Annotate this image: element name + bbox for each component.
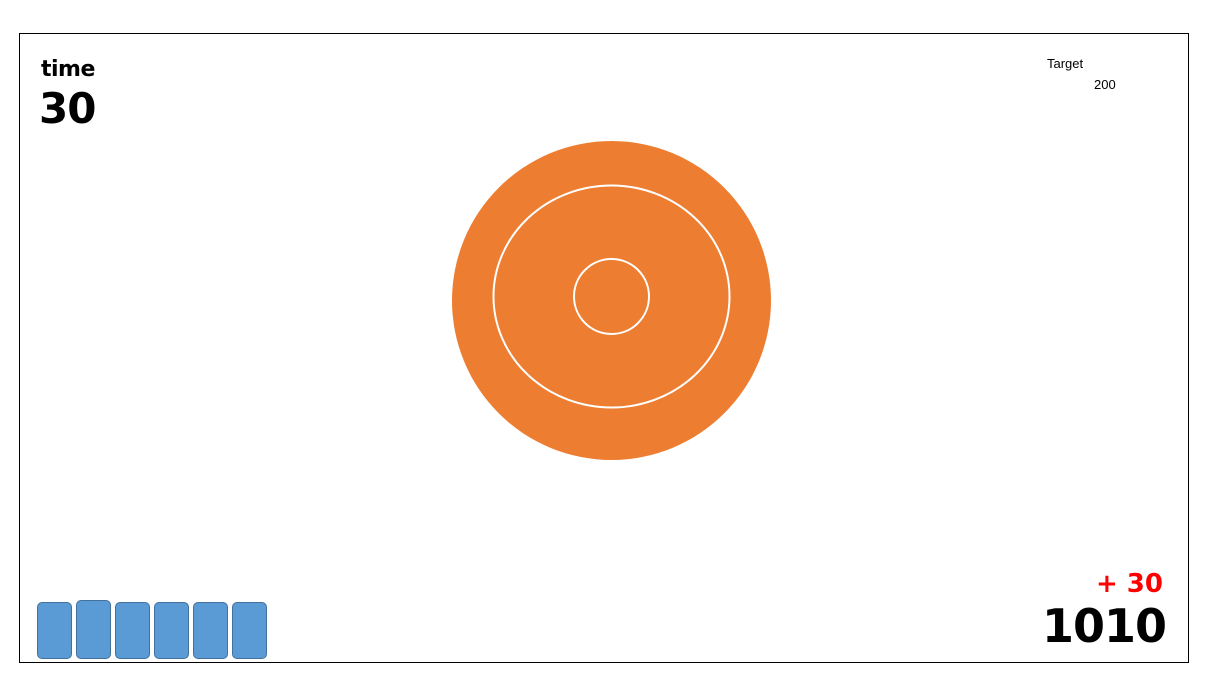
target-bullseye[interactable] bbox=[573, 258, 650, 335]
ammo-slot bbox=[76, 600, 111, 659]
ammo-slot bbox=[115, 602, 150, 659]
target-middle-ring[interactable] bbox=[492, 184, 731, 409]
target-label: Target bbox=[1047, 56, 1084, 71]
ammo-bar bbox=[37, 600, 267, 659]
score-value: 1010 bbox=[1041, 599, 1167, 653]
target-board[interactable] bbox=[452, 141, 771, 460]
target-outer-ring[interactable] bbox=[452, 141, 771, 460]
time-label: time bbox=[41, 57, 95, 82]
time-value: 30 bbox=[39, 84, 96, 133]
bonus-points: + 30 bbox=[1095, 569, 1163, 599]
ammo-slot bbox=[37, 602, 72, 659]
ammo-slot bbox=[154, 602, 189, 659]
ammo-slot bbox=[193, 602, 228, 659]
ammo-slot bbox=[232, 602, 267, 659]
target-value: 200 bbox=[1094, 77, 1116, 92]
